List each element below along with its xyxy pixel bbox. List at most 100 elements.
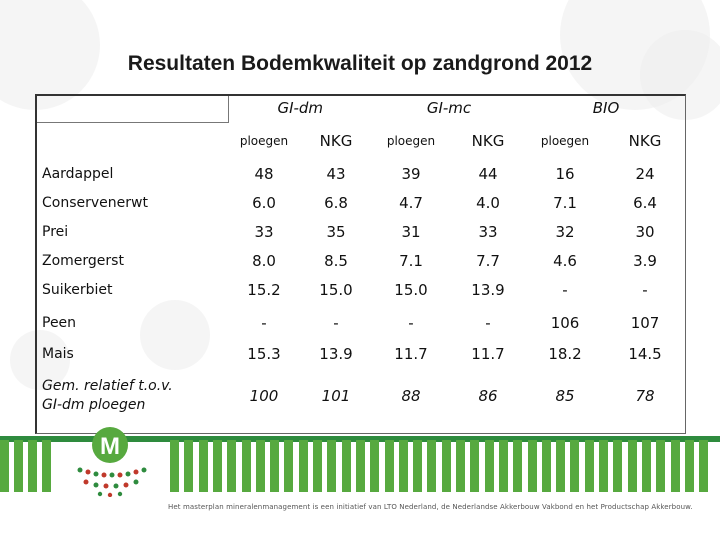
table-cell: 13.9 xyxy=(471,281,505,299)
table-cell: - xyxy=(485,314,491,332)
green-stripe xyxy=(327,440,337,492)
subheader-cell: ploegen xyxy=(239,133,289,148)
table-cell: 7.1 xyxy=(553,194,577,212)
table-cell: 4.0 xyxy=(476,194,500,212)
subheader-cell: ploegen xyxy=(386,133,436,148)
green-stripe xyxy=(413,440,423,492)
table-cell: 3.9 xyxy=(633,251,657,270)
table-cell: - xyxy=(562,281,568,299)
green-stripe xyxy=(170,440,179,492)
green-stripe xyxy=(313,440,322,492)
row-label: Suikerbiet xyxy=(42,282,113,298)
subheader-cell: NKG xyxy=(628,131,662,150)
table-cell: 35 xyxy=(326,222,346,241)
table-cell: 4.6 xyxy=(553,251,577,270)
green-stripe xyxy=(255,440,265,492)
green-stripe xyxy=(498,440,508,492)
group-header-gi-dm: GI-dm xyxy=(277,99,324,118)
table-cell: 86 xyxy=(478,387,498,405)
table-cell: 6.4 xyxy=(633,194,657,212)
background-decoration xyxy=(10,330,70,390)
table-row: Prei 33 35 31 33 32 30 xyxy=(35,217,686,246)
green-band xyxy=(0,436,720,442)
table-row: Peen - - - - 106 107 xyxy=(35,305,686,341)
green-stripe xyxy=(584,440,594,492)
table-cell: 101 xyxy=(321,387,351,405)
table-cell: 8.5 xyxy=(324,251,348,270)
table-cell: 7.1 xyxy=(399,251,423,270)
table-cell: 16 xyxy=(555,165,575,183)
table-cell: 8.0 xyxy=(252,251,276,270)
table-cell: 88 xyxy=(401,387,421,405)
green-stripe xyxy=(227,440,237,492)
table-cell: 6.8 xyxy=(324,194,348,212)
green-stripe xyxy=(198,440,208,492)
green-stripe xyxy=(527,440,537,492)
table-cell: 39 xyxy=(401,165,421,183)
table-cell: 106 xyxy=(550,314,580,332)
green-stripe xyxy=(699,440,709,492)
table-row: Suikerbiet 15.2 15.0 15.0 13.9 - - xyxy=(35,275,686,305)
table-row: Aardappel 48 43 39 44 16 24 xyxy=(35,159,686,189)
table-cell: - xyxy=(333,314,339,332)
green-stripe xyxy=(627,440,637,492)
table-cell: 44 xyxy=(478,165,498,183)
table-row: Conservenerwt 6.0 6.8 4.7 4.0 7.1 6.4 xyxy=(35,189,686,217)
table-row-average: Gem. relatief t.o.v. GI-dm ploegen 100 1… xyxy=(35,366,686,426)
green-stripe xyxy=(570,440,580,492)
page-title: Resultaten Bodemkwaliteit op zandgrond 2… xyxy=(127,52,593,75)
table-cell: 15.0 xyxy=(394,281,428,299)
table-cell: - xyxy=(261,314,267,332)
table-cell: 32 xyxy=(555,222,575,241)
table-cell: 48 xyxy=(254,165,274,183)
group-header-row: GI-dm GI-mc BIO xyxy=(35,94,686,123)
masterplan-logo: M xyxy=(77,427,147,497)
table-cell: - xyxy=(408,314,414,332)
table-cell: - xyxy=(642,281,648,299)
green-stripe xyxy=(684,440,694,492)
green-stripe xyxy=(384,440,394,492)
green-stripe xyxy=(370,440,380,492)
subheader-cell: ploegen xyxy=(540,133,590,148)
green-stripe xyxy=(513,440,523,492)
table-cell: 15.0 xyxy=(319,281,353,299)
green-stripe xyxy=(484,440,494,492)
table-row: Mais 15.3 13.9 11.7 11.7 18.2 14.5 xyxy=(35,341,686,366)
background-decoration xyxy=(140,300,210,370)
table-cell: 33 xyxy=(478,222,498,241)
row-label: Conservenerwt xyxy=(42,195,148,211)
row-label: Aardappel xyxy=(42,166,114,182)
corner-cell xyxy=(35,94,229,123)
green-stripe xyxy=(441,440,451,492)
row-label-line: Gem. relatief t.o.v. xyxy=(42,378,173,394)
green-stripes xyxy=(170,440,720,492)
results-table: GI-dm GI-mc BIO ploegen NKG ploegen NKG … xyxy=(35,94,686,434)
green-stripe xyxy=(556,440,566,492)
group-header-bio: BIO xyxy=(592,99,620,118)
green-stripe xyxy=(212,440,222,492)
group-header-gi-mc: GI-mc xyxy=(426,99,472,118)
footer-text: Het masterplan mineralenmanagement is ee… xyxy=(168,503,693,511)
green-stripe xyxy=(341,440,351,492)
subheader-cell: NKG xyxy=(471,131,505,150)
row-label: Gem. relatief t.o.v. GI-dm ploegen xyxy=(35,366,228,426)
row-label: Prei xyxy=(42,223,69,240)
table-cell: 18.2 xyxy=(548,344,582,363)
table-cell: 4.7 xyxy=(399,194,423,212)
green-stripe xyxy=(599,440,608,492)
table-cell: 107 xyxy=(630,314,660,332)
row-label: Zomergerst xyxy=(42,252,124,269)
table-cell: 33 xyxy=(254,222,274,241)
table-cell: 15.3 xyxy=(247,344,281,363)
green-stripe xyxy=(613,440,623,492)
corner-cell xyxy=(35,123,228,160)
table-cell: 15.2 xyxy=(247,281,281,299)
logo-letter: M xyxy=(100,433,120,460)
table-cell: 31 xyxy=(401,222,421,241)
green-stripe xyxy=(270,440,280,492)
green-stripe xyxy=(284,440,294,492)
green-stripe xyxy=(241,440,251,492)
table-cell: 7.7 xyxy=(476,251,500,270)
row-label: Mais xyxy=(42,345,74,362)
green-stripe xyxy=(398,440,408,492)
